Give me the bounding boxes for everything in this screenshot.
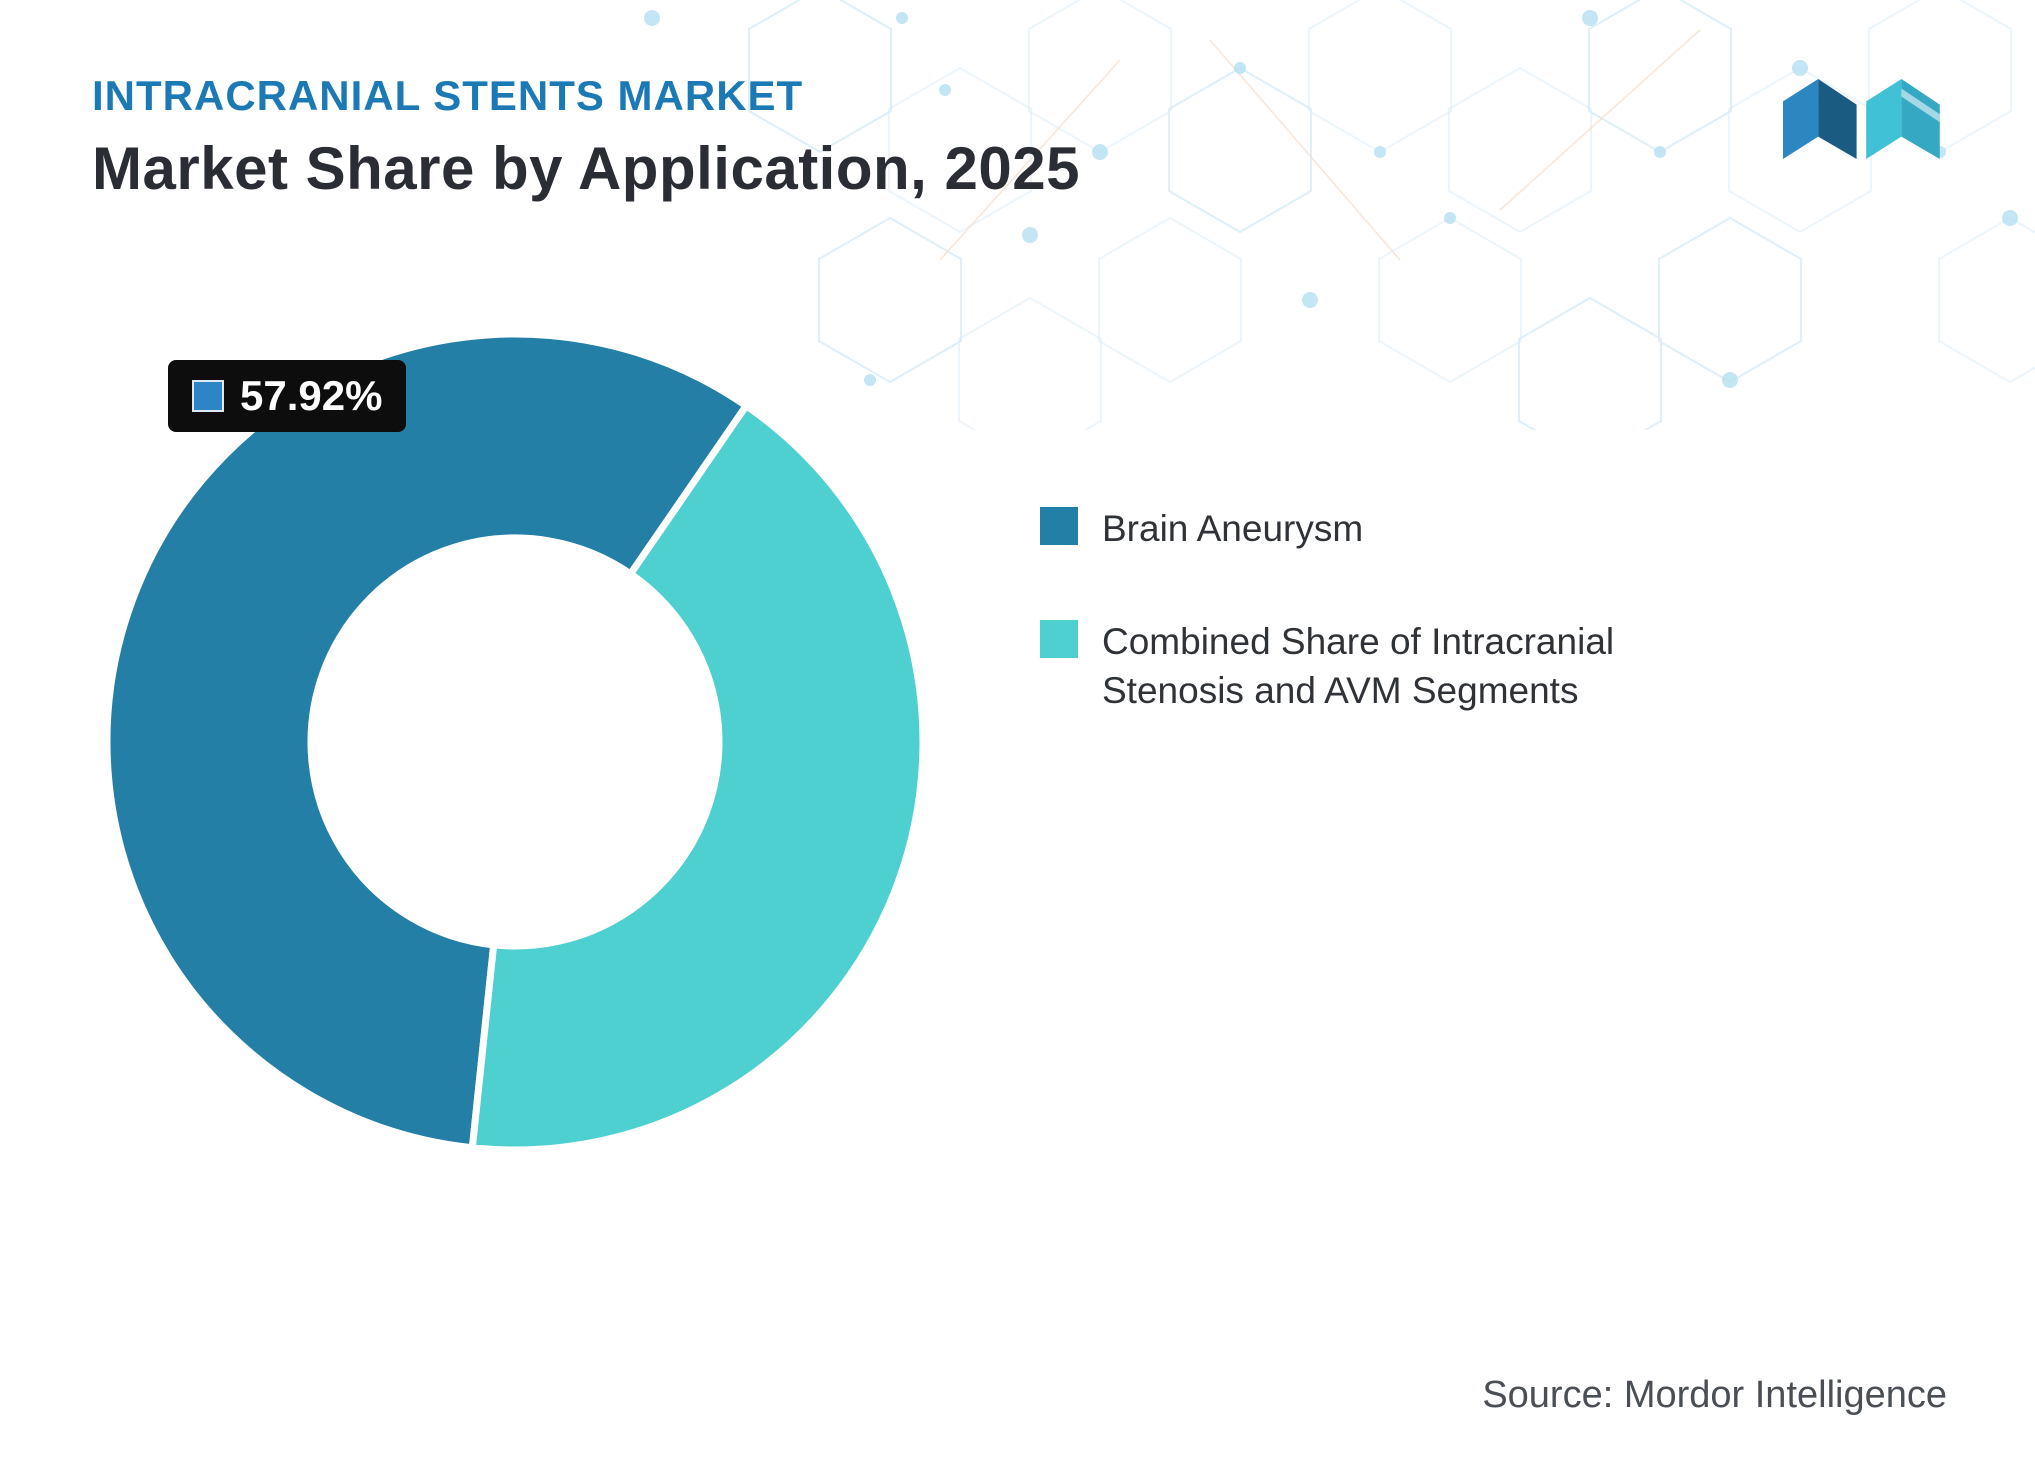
hexagon-decoration <box>1308 0 1452 154</box>
dot-decoration <box>2002 210 2018 226</box>
dot-decoration <box>1374 146 1386 158</box>
logo-shape-middle <box>1818 79 1857 159</box>
donut-slice-1 <box>468 402 927 1154</box>
line-decoration <box>1499 29 1701 211</box>
logo-shape-left <box>1783 79 1819 159</box>
legend-label-brain-aneurysm: Brain Aneurysm <box>1102 508 1364 549</box>
legend-item-combined-share: Combined Share of Intracranial Stenosis … <box>1040 618 1682 716</box>
hexagon-decoration <box>1658 216 1802 384</box>
dot-decoration <box>1302 292 1318 308</box>
callout-value: 57.92% <box>240 372 383 419</box>
line-decoration <box>1209 39 1401 261</box>
dot-decoration <box>1582 10 1598 26</box>
legend-label-combined-share: Combined Share of Intracranial Stenosis … <box>1102 620 1615 711</box>
hexagon-decoration <box>1168 66 1312 234</box>
dot-decoration <box>1722 372 1738 388</box>
callout-swatch <box>192 380 224 412</box>
report-kicker: INTRACRANIAL STENTS MARKET <box>92 72 804 119</box>
donut-chart <box>103 330 927 1154</box>
logo-shape-right-b <box>1901 79 1940 159</box>
dot-decoration <box>1792 60 1808 76</box>
dot-decoration <box>896 12 908 24</box>
hexagon-decoration <box>958 296 1102 430</box>
hexagon-decoration <box>1938 216 2035 384</box>
dot-decoration <box>644 10 660 26</box>
hexagon-decoration <box>1448 66 1592 234</box>
legend-swatch-brain-aneurysm <box>1040 507 1078 545</box>
dot-decoration <box>1444 212 1456 224</box>
dot-decoration <box>1022 227 1038 243</box>
legend: Brain Aneurysm Combined Share of Intracr… <box>1040 505 1682 779</box>
header: INTRACRANIAL STENTS MARKET Market Share … <box>92 72 1080 203</box>
legend-item-brain-aneurysm: Brain Aneurysm <box>1040 505 1682 554</box>
page-title: Market Share by Application, 2025 <box>92 135 1080 202</box>
value-callout: 57.92% <box>168 360 407 432</box>
donut-chart-area <box>95 322 935 1162</box>
hexagon-decoration <box>1518 296 1662 430</box>
source-note: Source: Mordor Intelligence <box>1482 1374 1947 1416</box>
hexagon-decoration <box>1588 0 1732 154</box>
logo-shape-right-a <box>1866 79 1902 159</box>
hexagon-decoration <box>1378 216 1522 384</box>
dot-decoration <box>1654 146 1666 158</box>
mordor-intelligence-logo <box>1783 79 1940 159</box>
hexagon-decoration <box>1098 216 1242 384</box>
donut-slice-0 <box>103 330 750 1152</box>
legend-swatch-combined-share <box>1040 619 1078 658</box>
dot-decoration <box>1234 62 1246 74</box>
dot-decoration <box>1092 144 1108 160</box>
